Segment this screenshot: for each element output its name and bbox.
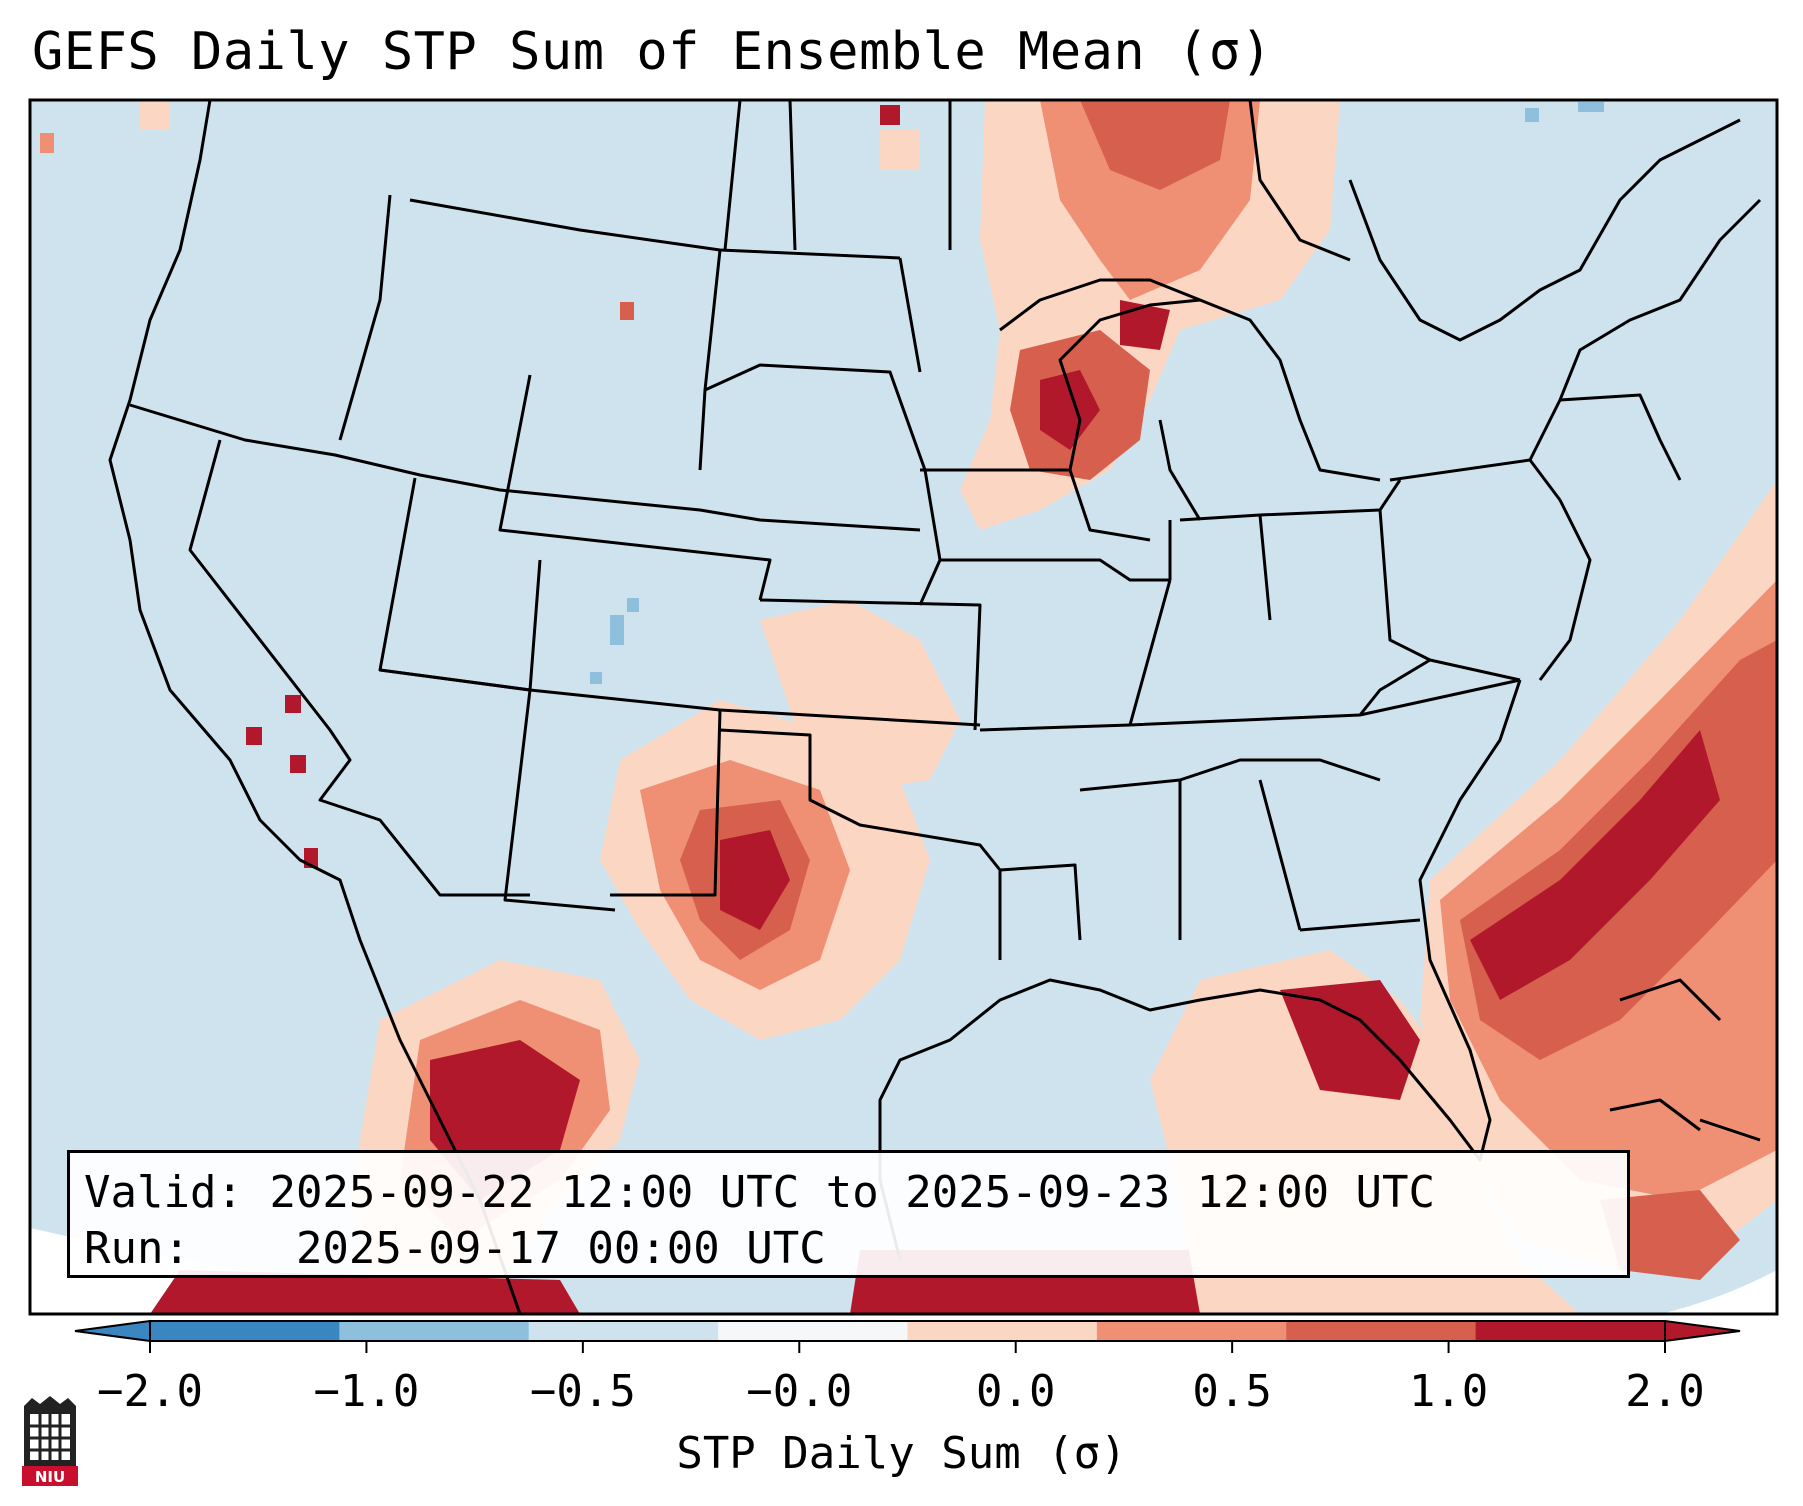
valid-label: Valid: <box>84 1167 243 1218</box>
colorbar-label: STP Daily Sum (σ) <box>676 1428 1127 1479</box>
negative-anomaly-colorado <box>590 102 1604 684</box>
run-time: 2025-09-17 00:00 UTC <box>295 1223 826 1274</box>
run-label: Run: <box>84 1223 190 1274</box>
validity-info-box: Valid: 2025-09-22 12:00 UTC to 2025-09-2… <box>67 1150 1630 1278</box>
colorbar-tick-label: −0.0 <box>746 1366 853 1417</box>
colorbar-tick-label: 0.0 <box>975 1366 1056 1417</box>
map-title: GEFS Daily STP Sum of Ensemble Mean (σ) <box>32 22 1273 82</box>
niu-logo-icon: NIU <box>22 1396 78 1486</box>
colorbar-tick-label: 2.0 <box>1625 1366 1705 1417</box>
colorbar-tick-label: 1.0 <box>1408 1366 1489 1417</box>
colorbar-tick-label: 0.5 <box>1192 1366 1272 1417</box>
logo-text: NIU <box>35 1468 65 1486</box>
colorbar-tick-label: −1.0 <box>313 1366 420 1417</box>
anomaly-southeast-atlantic <box>1150 480 1777 1314</box>
projection-edge-left <box>30 1228 560 1314</box>
state-boundaries <box>108 100 1762 1314</box>
projection-edge-right <box>1660 1270 1777 1314</box>
valid-time-range: 2025-09-22 12:00 UTC to 2025-09-23 12:00… <box>269 1167 1436 1218</box>
colorbar-tick-label: −0.5 <box>529 1366 636 1417</box>
colorbar-tick-label: −2.0 <box>97 1366 203 1417</box>
anomaly-great-lakes <box>880 100 1340 530</box>
map-frame <box>28 98 1779 1316</box>
